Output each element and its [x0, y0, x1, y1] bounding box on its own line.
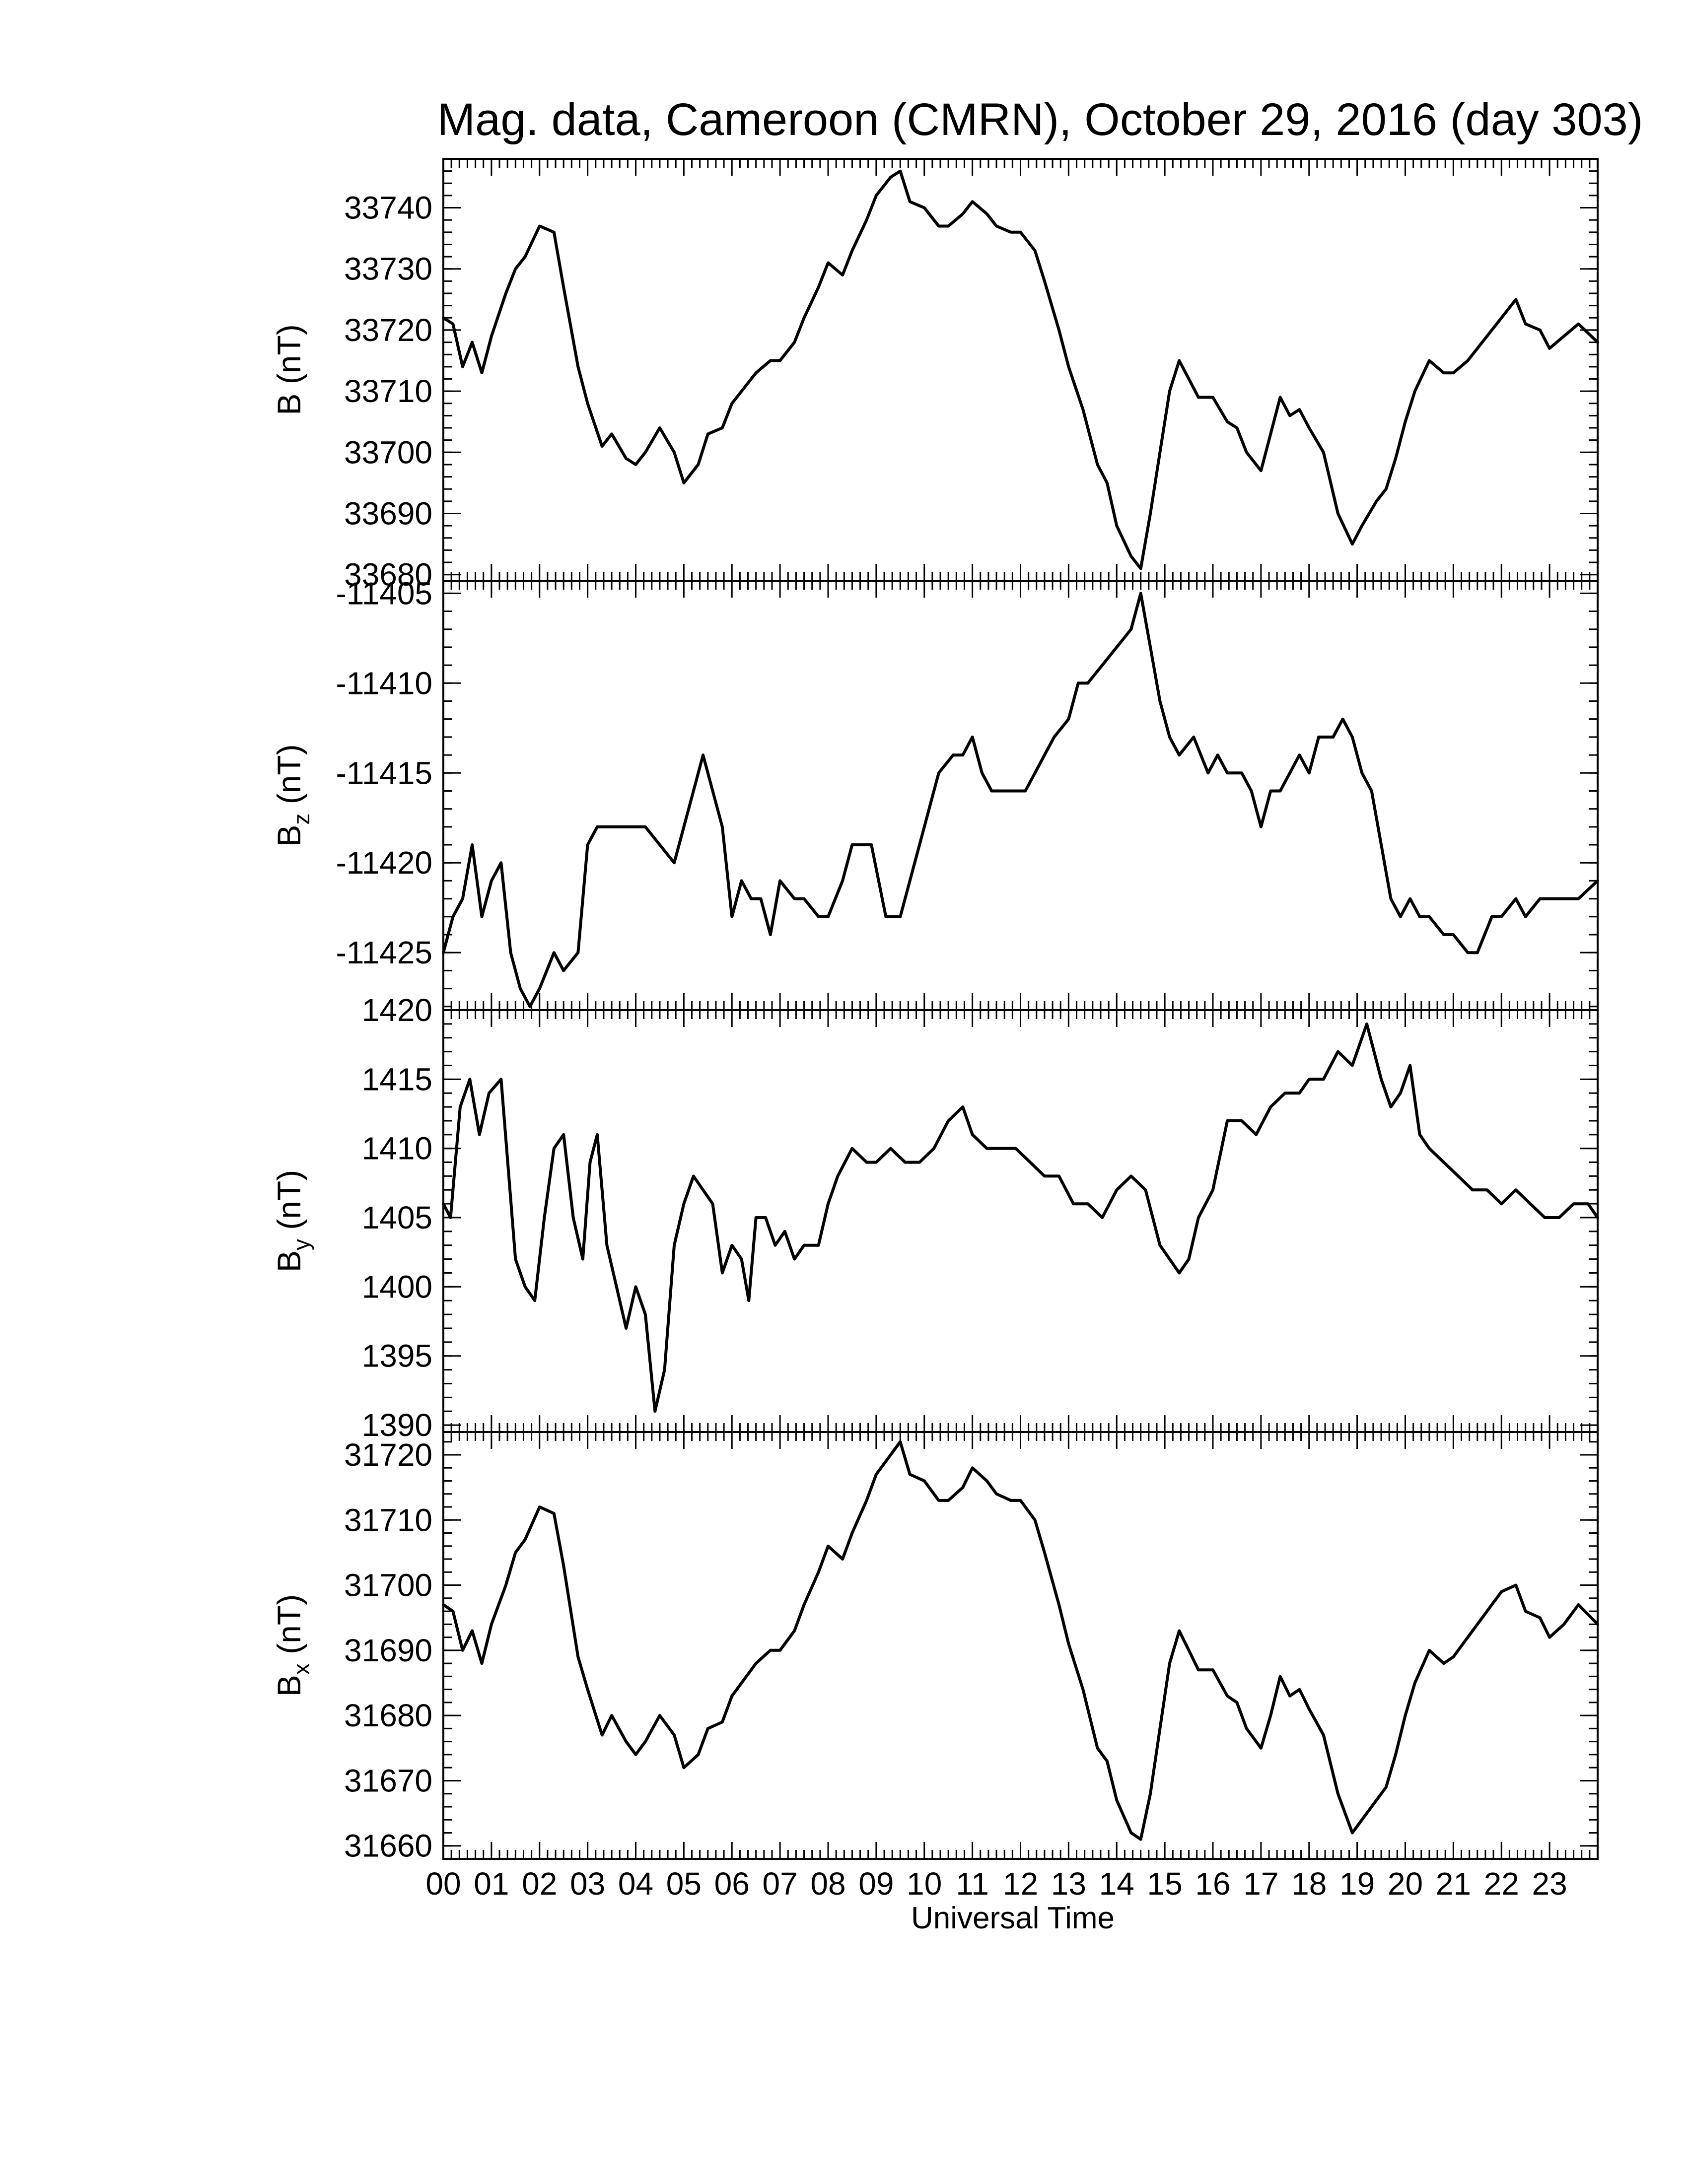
- x-tick-label: 08: [810, 1866, 845, 1902]
- y-axis-title-main: B: [271, 394, 307, 415]
- y-tick-label: 1400: [362, 1269, 432, 1304]
- y-tick-label: 31700: [344, 1568, 432, 1603]
- x-tick-label: 17: [1243, 1866, 1278, 1902]
- y-tick-label: 31680: [344, 1698, 432, 1733]
- y-tick-label: 31720: [344, 1437, 432, 1473]
- panel-Bz: -11425 -11420 -11415 -11410 -11405 Bz (nT): [271, 575, 1599, 1011]
- y-tick-label: 31710: [344, 1502, 432, 1538]
- y-tick-label: 1405: [362, 1200, 432, 1235]
- x-tick-label: 01: [474, 1866, 509, 1902]
- y-axis-title-unit: (nT): [271, 1594, 307, 1663]
- panels-group: 33680 33690 33700 33710 33720 33730 33740 B (nT…: [271, 158, 1599, 1864]
- x-axis-tick-labels: 00 01 02 03 04 05 06 07 08 09 10 11 12 13 14 15 16 17 18 19…: [425, 1866, 1567, 1902]
- x-tick-label: 12: [1003, 1866, 1038, 1902]
- y-axis-title-unit: (nT): [271, 1170, 307, 1239]
- panel-By: 1390 1395 1400 1405 1410 1415 1420 By (nT): [271, 992, 1599, 1443]
- x-tick-label: 14: [1099, 1866, 1134, 1902]
- x-axis-title: Universal Time: [911, 1901, 1115, 1935]
- series-line-Bx: [442, 1440, 1599, 1841]
- panel-Bx: 31660 31670 31680 31690 31700 31710 31720 Bx (n…: [271, 1431, 1599, 1864]
- y-tick-label: 31690: [344, 1633, 432, 1668]
- y-tick-label: 1390: [362, 1407, 432, 1443]
- y-tick-label: 33730: [344, 251, 432, 287]
- y-axis-title-By: By (nT): [271, 1170, 314, 1272]
- y-tick-label: 1420: [362, 992, 432, 1028]
- y-tick-label: 33690: [344, 495, 432, 531]
- panel-B: 33680 33690 33700 33710 33720 33730 33740 B (nT…: [271, 158, 1599, 593]
- x-tick-label: 15: [1147, 1866, 1183, 1902]
- series-line-By: [442, 1022, 1599, 1413]
- y-tick-label: 1395: [362, 1338, 432, 1374]
- x-tick-label: 09: [858, 1866, 894, 1902]
- series-line-Bz: [442, 592, 1599, 1008]
- x-tick-label: 23: [1532, 1866, 1567, 1902]
- y-tick-label: 31660: [344, 1828, 432, 1864]
- x-tick-label: 10: [907, 1866, 942, 1902]
- y-tick-label: 33680: [344, 557, 432, 593]
- y-axis-title-unit: (nT): [271, 744, 307, 813]
- x-tick-label: 16: [1195, 1866, 1230, 1902]
- y-axis-title-unit: (nT): [271, 324, 307, 393]
- y-tick-label: 31670: [344, 1763, 432, 1798]
- y-axis-title-main: B: [271, 1250, 307, 1272]
- x-tick-label: 06: [714, 1866, 750, 1902]
- chart-title: Mag. data, Cameroon (CMRN), October 29, …: [437, 94, 1643, 145]
- y-tick-label: -11425: [336, 935, 432, 970]
- x-tick-label: 00: [425, 1866, 461, 1902]
- x-tick-label: 21: [1436, 1866, 1471, 1902]
- x-tick-label: 07: [763, 1866, 798, 1902]
- x-tick-label: 02: [522, 1866, 557, 1902]
- y-axis-title-main: B: [271, 1675, 307, 1697]
- y-axis-title-main: B: [271, 825, 307, 847]
- x-tick-label: 05: [666, 1866, 702, 1902]
- y-tick-label: -11420: [336, 845, 432, 881]
- y-axis-title-Bz: Bz (nT): [271, 744, 314, 846]
- y-tick-label: 1410: [362, 1131, 432, 1166]
- y-axis-title-subscript: y: [288, 1239, 314, 1250]
- y-axis-title-Bx: Bx (nT): [271, 1594, 314, 1697]
- y-tick-label: -11410: [336, 665, 432, 701]
- y-tick-label: 33710: [344, 373, 432, 409]
- x-tick-label: 04: [618, 1866, 653, 1902]
- x-tick-label: 20: [1388, 1866, 1423, 1902]
- x-tick-label: 18: [1291, 1866, 1327, 1902]
- y-axis-title-subscript: x: [288, 1663, 314, 1675]
- x-tick-label: 13: [1051, 1866, 1086, 1902]
- y-tick-label: -11405: [336, 575, 432, 611]
- y-tick-label: 33720: [344, 312, 432, 348]
- y-tick-label: -11415: [336, 755, 432, 791]
- y-tick-label: 1415: [362, 1061, 432, 1097]
- x-tick-label: 22: [1484, 1866, 1519, 1902]
- x-tick-label: 19: [1339, 1866, 1375, 1902]
- y-axis-title-subscript: z: [288, 814, 314, 825]
- series-line-B: [442, 169, 1599, 570]
- x-tick-label: 03: [570, 1866, 605, 1902]
- y-tick-label: 33740: [344, 190, 432, 226]
- y-tick-label: 33700: [344, 434, 432, 470]
- x-tick-label: 11: [956, 1866, 988, 1902]
- y-axis-title-B: B (nT): [271, 324, 307, 415]
